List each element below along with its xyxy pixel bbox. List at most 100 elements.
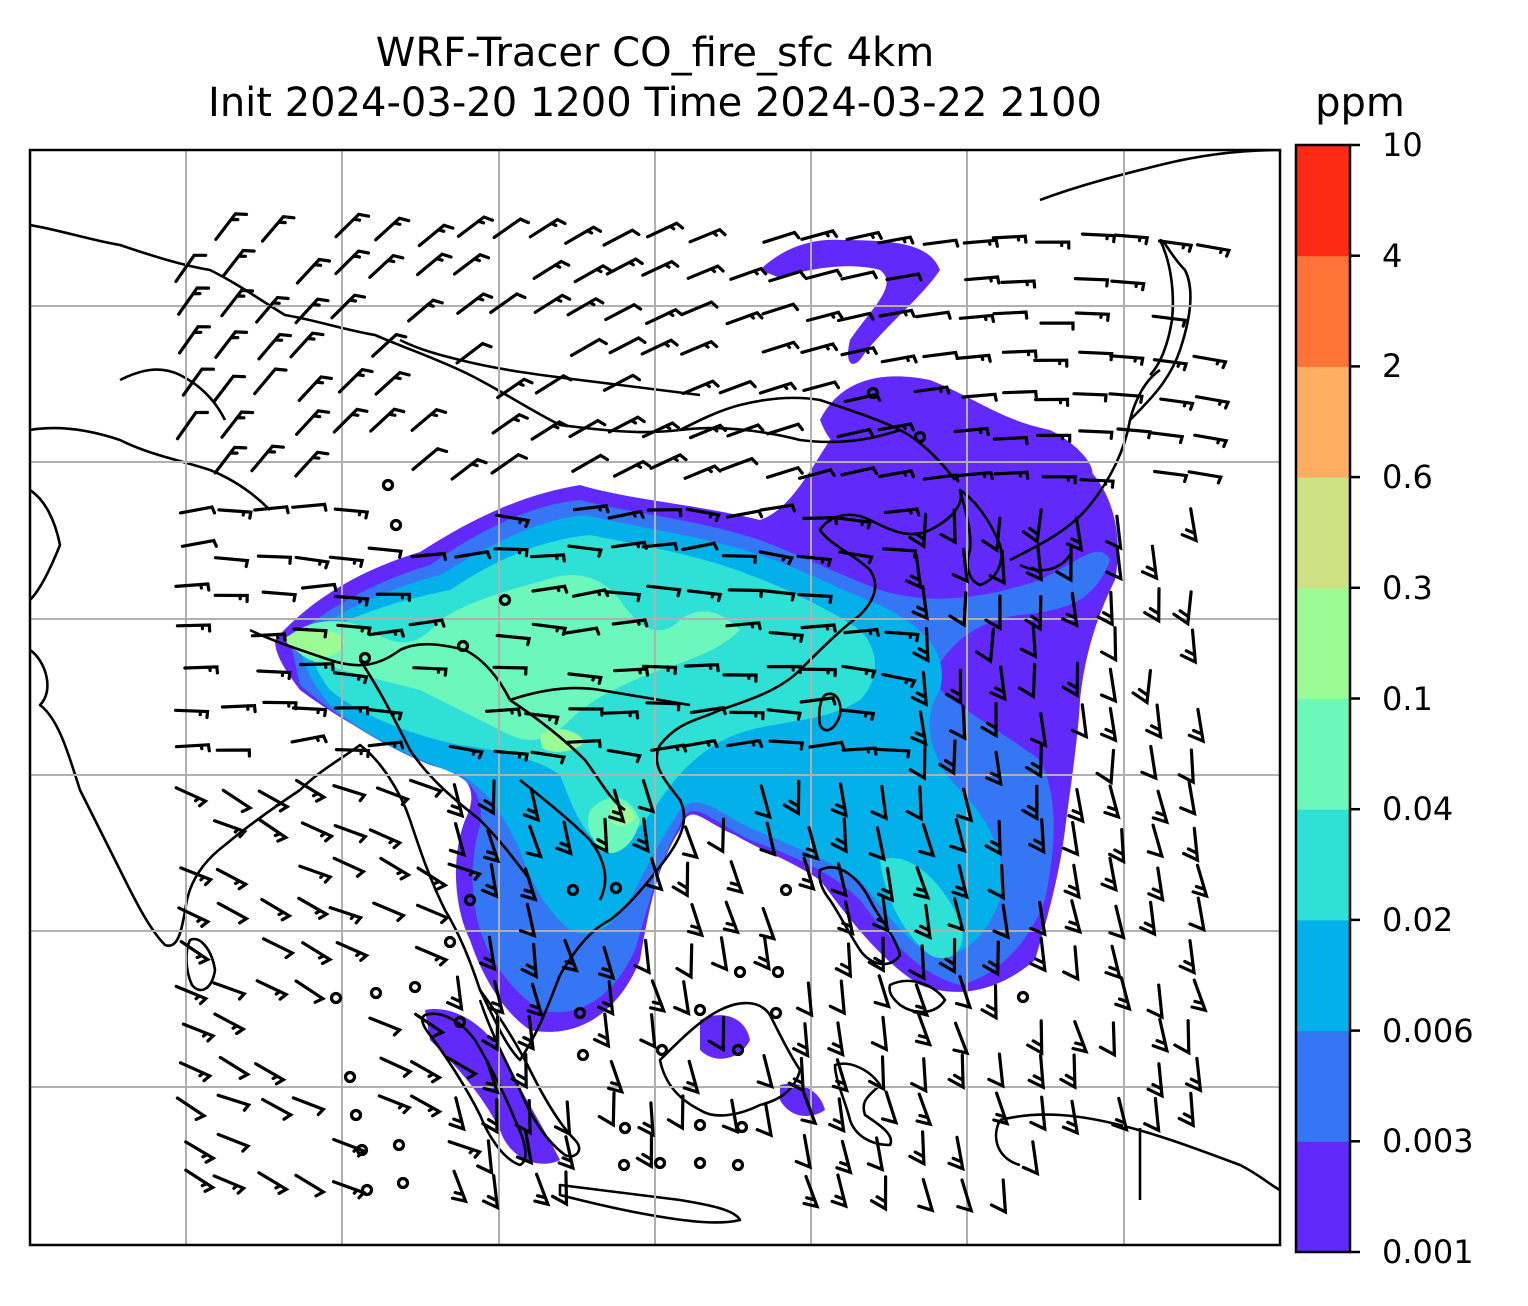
- wind-barb: [877, 468, 916, 479]
- wind-barb: [947, 1053, 965, 1090]
- wind-barb: [175, 410, 209, 441]
- plume-level-002-east: [880, 858, 963, 959]
- wind-barb: [1140, 544, 1159, 581]
- wind-barb: [885, 272, 923, 282]
- wind-barb: [334, 249, 371, 276]
- wind-barb: [758, 381, 797, 395]
- wind-barb: [525, 824, 544, 859]
- wind-barb: [958, 313, 995, 323]
- wind-barb: [368, 828, 403, 850]
- wind-barb: [782, 779, 801, 817]
- wind-barb: [1025, 742, 1043, 779]
- wind-barb: [333, 706, 370, 716]
- wind-barb: [681, 825, 700, 860]
- colorbar-segment: [1296, 477, 1350, 589]
- wind-barb: [181, 1022, 217, 1043]
- wind-barb: [1070, 703, 1089, 740]
- wind-barb: [257, 332, 292, 361]
- wind-barb: [526, 982, 544, 1018]
- wind-barb-calm: [731, 1158, 745, 1172]
- wind-barb: [718, 379, 757, 395]
- wind-barb: [216, 1132, 251, 1153]
- wind-barb: [298, 864, 333, 884]
- wind-barb-calm: [693, 1156, 707, 1170]
- wind-barb: [519, 902, 537, 939]
- wind-barb: [297, 375, 333, 402]
- wind-barb: [257, 1171, 290, 1195]
- wind-barb: [1024, 595, 1043, 632]
- wind-barb: [250, 444, 285, 473]
- wind-barb: [299, 662, 335, 672]
- wind-barb: [756, 1054, 775, 1090]
- wind-barb: [675, 943, 694, 980]
- wind-barb: [180, 538, 218, 548]
- wind-barb: [220, 288, 255, 318]
- border-mongolia: [399, 338, 701, 397]
- wind-barb: [840, 345, 878, 357]
- wind-barb: [876, 866, 895, 903]
- plume-level-0001-java: [780, 1083, 825, 1116]
- colorbar-tick-label: 2: [1382, 347, 1403, 386]
- wind-barb: [374, 216, 411, 242]
- wind-barb: [1071, 1020, 1089, 1054]
- wind-barb-calm: [573, 1006, 587, 1020]
- wind-barb: [725, 621, 762, 631]
- wind-barb: [260, 897, 293, 922]
- wind-barb: [414, 945, 449, 967]
- wind-barb: [984, 594, 1002, 631]
- wind-barb: [572, 504, 610, 514]
- wind-barb: [1063, 863, 1081, 900]
- wind-barb: [550, 1170, 569, 1207]
- wind-barb: [914, 903, 932, 940]
- wind-barb: [1029, 900, 1047, 937]
- wind-barb: [707, 817, 726, 854]
- wind-barb: [1190, 978, 1208, 1013]
- wind-barb: [1147, 866, 1165, 903]
- wind-barb: [483, 828, 501, 864]
- wind-barb: [411, 447, 449, 471]
- wind-barb: [563, 626, 601, 636]
- wind-barb: [975, 627, 995, 664]
- wind-barb: [753, 935, 771, 972]
- wind-barb: [949, 704, 967, 741]
- wind-barb: [1191, 863, 1209, 899]
- wind-barb: [766, 664, 802, 675]
- wind-barb: [922, 350, 959, 360]
- wind-barb: [827, 1021, 845, 1058]
- coastline-java: [558, 1183, 742, 1224]
- wind-barb-calm: [731, 1043, 745, 1057]
- wind-barb: [808, 740, 846, 750]
- wind-barb: [956, 787, 974, 823]
- wind-barb: [294, 297, 330, 325]
- wind-barb: [1064, 899, 1083, 935]
- wind-barb: [368, 1016, 403, 1037]
- wind-barb: [289, 331, 325, 359]
- wind-barb: [533, 293, 572, 314]
- wind-barb: [335, 941, 370, 962]
- wind-barb: [510, 1053, 528, 1090]
- border-mainland-sea: [358, 659, 626, 901]
- wind-barb: [908, 1130, 926, 1167]
- wind-barb: [367, 546, 403, 559]
- wind-barb: [905, 553, 923, 590]
- coastline-sumatra: [420, 1012, 527, 1167]
- wind-barb: [992, 310, 1029, 320]
- wind-barb: [918, 823, 936, 858]
- wind-barb-calm: [408, 980, 422, 994]
- wind-barb: [868, 826, 887, 862]
- wind-barb: [1030, 712, 1048, 748]
- wind-barb: [485, 707, 522, 717]
- wind-barb: [759, 821, 777, 857]
- wind-barb: [301, 582, 338, 592]
- wind-barb: [957, 470, 994, 481]
- wind-barb: [843, 627, 880, 637]
- wind-barb: [725, 310, 764, 326]
- wind-barb: [490, 452, 528, 475]
- wind-barb: [681, 738, 719, 749]
- wind-barb: [867, 936, 885, 973]
- wind-barb: [410, 407, 448, 432]
- wind-barb: [1033, 358, 1069, 368]
- wind-barb: [908, 744, 927, 781]
- wind-barb: [1062, 820, 1080, 857]
- wind-barb: [220, 703, 257, 714]
